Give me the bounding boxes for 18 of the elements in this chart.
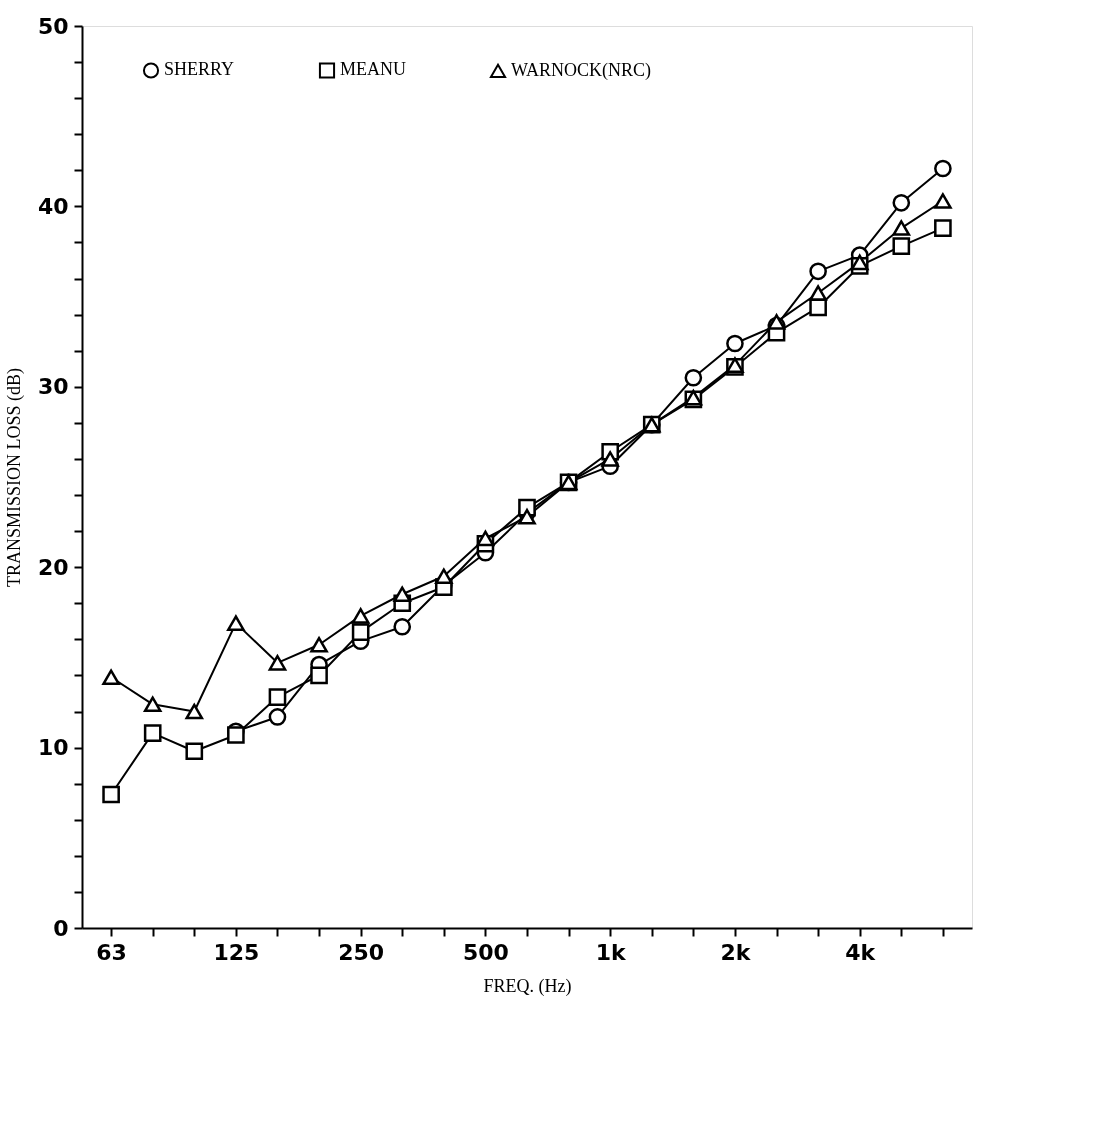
legend-label: SHERRY bbox=[164, 59, 235, 80]
x-tick-label: 4k bbox=[845, 939, 877, 965]
x-tick-label: 63 bbox=[96, 939, 127, 965]
legend-label: MEANU bbox=[340, 59, 406, 80]
y-axis-title: TRANSMISSION LOSS (dB) bbox=[3, 367, 25, 588]
y-tick-label: 20 bbox=[37, 554, 69, 580]
x-axis-title: FREQ. (Hz) bbox=[483, 975, 572, 997]
x-tick-label: 2k bbox=[720, 939, 752, 965]
legend-label: WARNOCK(NRC) bbox=[511, 59, 652, 81]
x-tick-label: 250 bbox=[338, 939, 385, 965]
x-tick-label: 500 bbox=[462, 939, 509, 965]
y-tick-label: 0 bbox=[53, 915, 69, 941]
y-tick-label: 40 bbox=[37, 193, 69, 219]
y-tick-label: 50 bbox=[37, 13, 69, 39]
x-tick-label: 125 bbox=[213, 939, 260, 965]
y-tick-label: 10 bbox=[37, 735, 69, 761]
y-tick-label: 30 bbox=[37, 374, 69, 400]
x-tick-label: 1k bbox=[595, 939, 628, 965]
